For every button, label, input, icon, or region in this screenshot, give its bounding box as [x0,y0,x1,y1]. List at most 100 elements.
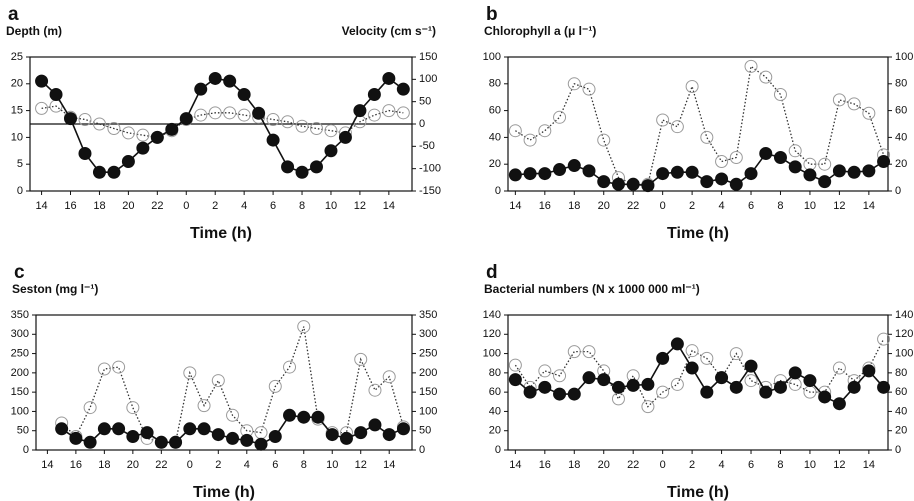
filled-marker [553,163,567,177]
filled-marker [382,71,396,85]
y2-tick-label: 0 [895,185,901,197]
open-marker [832,93,846,107]
filled-marker [324,144,338,158]
open-marker [670,120,684,134]
x-tick-label: 14 [35,200,47,212]
filled-marker [92,165,106,179]
open-marker [803,157,817,171]
x-axis-title: Time (h) [190,225,252,242]
filled-marker [396,422,410,436]
filled-marker [773,380,787,394]
y-tick-label: 140 [483,309,501,321]
x-tick-label: 6 [272,459,278,471]
open-marker [700,130,714,144]
x-tick-label: 14 [863,459,875,471]
filled-marker [339,431,353,445]
filled-marker [670,337,684,351]
y2-tick-label: 60 [895,386,907,398]
y2-tick-label: 50 [419,96,431,108]
filled-marker [877,380,891,394]
filled-marker [325,428,339,442]
x-tick-label: 20 [127,459,139,471]
filled-marker [368,418,382,432]
x-tick-label: 22 [627,459,639,471]
filled-marker [254,437,268,451]
filled-marker [252,106,266,120]
filled-marker [700,175,714,189]
filled-marker [553,387,567,401]
y-tick-label: 10 [11,131,23,143]
series-line [515,65,885,185]
filled-marker [759,385,773,399]
x-tick-label: 16 [70,459,82,471]
y2-tick-label: 0 [895,444,901,456]
x-tick-label: 8 [299,200,305,212]
series-line [41,77,404,174]
filled-marker [165,122,179,136]
filled-marker [626,177,640,191]
y2-tick-label: 100 [419,73,437,85]
open-marker [237,108,251,122]
open-marker [268,379,282,393]
filled-marker [832,397,846,411]
y-axis-title: Bacterial numbers (N x 1000 000 ml⁻¹) [484,282,700,296]
filled-marker [295,165,309,179]
open-marker [597,133,611,147]
open-marker [832,361,846,375]
filled-marker [136,141,150,155]
y2-tick-label: 100 [895,347,913,359]
filled-marker [582,164,596,178]
open-marker [367,108,381,122]
filled-marker [183,422,197,436]
x-tick-label: 14 [509,200,521,212]
x-tick-label: 4 [244,459,250,471]
filled-marker [169,435,183,449]
filled-marker [311,410,325,424]
x-tick-label: 14 [509,459,521,471]
filled-marker [803,168,817,182]
open-marker [297,320,311,334]
x-tick-label: 14 [383,459,395,471]
x-tick-label: 2 [689,200,695,212]
open-marker [208,106,222,120]
open-marker [773,88,787,102]
x-tick-label: 2 [215,459,221,471]
y-tick-label: 120 [483,328,501,340]
y2-tick-label: -150 [419,185,441,197]
y-tick-label: 40 [489,405,501,417]
x-tick-label: 14 [383,200,395,212]
filled-marker [744,167,758,181]
y-tick-label: 100 [483,51,501,63]
x-tick-label: 16 [539,459,551,471]
open-marker [567,345,581,359]
open-marker [211,374,225,388]
open-marker [567,77,581,91]
x-tick-label: 16 [539,200,551,212]
open-marker [656,113,670,127]
x-tick-label: 20 [122,200,134,212]
x-tick-label: 6 [748,200,754,212]
x-tick-label: 6 [270,200,276,212]
x-tick-label: 18 [568,200,580,212]
open-marker [78,113,92,127]
open-marker [685,344,699,358]
x-tick-label: 12 [833,459,845,471]
filled-marker [49,88,63,102]
filled-marker [97,422,111,436]
open-marker [310,121,323,135]
panel-letter: d [486,262,498,283]
filled-marker [121,155,135,169]
filled-marker [715,172,729,186]
filled-marker [194,82,208,96]
filled-marker [847,165,861,179]
filled-marker [597,175,611,189]
filled-marker [283,408,297,422]
filled-marker [226,431,240,445]
x-tick-label: 22 [155,459,167,471]
y2-tick-label: 350 [419,309,437,321]
x-axis-title: Time (h) [667,484,729,501]
filled-marker [656,351,670,365]
x-tick-label: 12 [355,459,367,471]
x-tick-label: 2 [212,200,218,212]
